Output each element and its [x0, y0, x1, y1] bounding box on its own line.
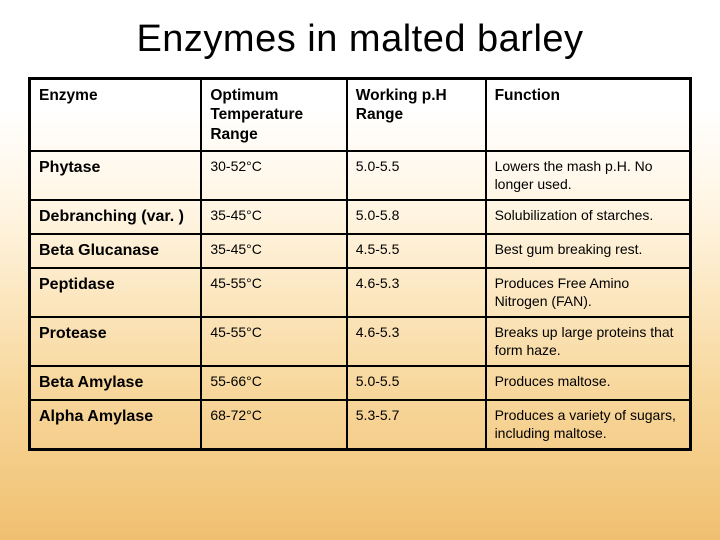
- cell-ph: 5.0-5.8: [347, 200, 486, 234]
- cell-ph: 5.3-5.7: [347, 400, 486, 450]
- cell-temp: 35-45°C: [201, 200, 346, 234]
- cell-ph: 4.6-5.3: [347, 268, 486, 317]
- page-title: Enzymes in malted barley: [28, 18, 692, 61]
- table-header: Enzyme Optimum Temperature Range Working…: [30, 79, 691, 152]
- col-header-enzyme: Enzyme: [30, 79, 202, 152]
- cell-func: Produces maltose.: [486, 366, 691, 400]
- table-row: Beta Amylase 55-66°C 5.0-5.5 Produces ma…: [30, 366, 691, 400]
- table-row: Peptidase 45-55°C 4.6-5.3 Produces Free …: [30, 268, 691, 317]
- col-header-ph: Working p.H Range: [347, 79, 486, 152]
- cell-func: Produces Free Amino Nitrogen (FAN).: [486, 268, 691, 317]
- table-row: Debranching (var. ) 35-45°C 5.0-5.8 Solu…: [30, 200, 691, 234]
- cell-func: Solubilization of starches.: [486, 200, 691, 234]
- col-header-temp: Optimum Temperature Range: [201, 79, 346, 152]
- cell-func: Lowers the mash p.H. No longer used.: [486, 151, 691, 200]
- cell-func: Best gum breaking rest.: [486, 234, 691, 268]
- cell-enzyme: Beta Amylase: [30, 366, 202, 400]
- cell-ph: 4.5-5.5: [347, 234, 486, 268]
- table-header-row: Enzyme Optimum Temperature Range Working…: [30, 79, 691, 152]
- cell-enzyme: Phytase: [30, 151, 202, 200]
- cell-enzyme: Beta Glucanase: [30, 234, 202, 268]
- cell-temp: 45-55°C: [201, 317, 346, 366]
- cell-temp: 45-55°C: [201, 268, 346, 317]
- slide: Enzymes in malted barley Enzyme Optimum …: [0, 0, 720, 540]
- table-row: Alpha Amylase 68-72°C 5.3-5.7 Produces a…: [30, 400, 691, 450]
- cell-func: Produces a variety of sugars, including …: [486, 400, 691, 450]
- cell-enzyme: Protease: [30, 317, 202, 366]
- cell-temp: 55-66°C: [201, 366, 346, 400]
- cell-ph: 5.0-5.5: [347, 366, 486, 400]
- col-header-func: Function: [486, 79, 691, 152]
- cell-enzyme: Debranching (var. ): [30, 200, 202, 234]
- cell-temp: 30-52°C: [201, 151, 346, 200]
- cell-temp: 35-45°C: [201, 234, 346, 268]
- cell-func: Breaks up large proteins that form haze.: [486, 317, 691, 366]
- cell-ph: 4.6-5.3: [347, 317, 486, 366]
- table-row: Phytase 30-52°C 5.0-5.5 Lowers the mash …: [30, 151, 691, 200]
- cell-enzyme: Peptidase: [30, 268, 202, 317]
- cell-temp: 68-72°C: [201, 400, 346, 450]
- cell-ph: 5.0-5.5: [347, 151, 486, 200]
- cell-enzyme: Alpha Amylase: [30, 400, 202, 450]
- table-row: Protease 45-55°C 4.6-5.3 Breaks up large…: [30, 317, 691, 366]
- table-row: Beta Glucanase 35-45°C 4.5-5.5 Best gum …: [30, 234, 691, 268]
- enzyme-table: Enzyme Optimum Temperature Range Working…: [28, 77, 692, 451]
- table-body: Phytase 30-52°C 5.0-5.5 Lowers the mash …: [30, 151, 691, 450]
